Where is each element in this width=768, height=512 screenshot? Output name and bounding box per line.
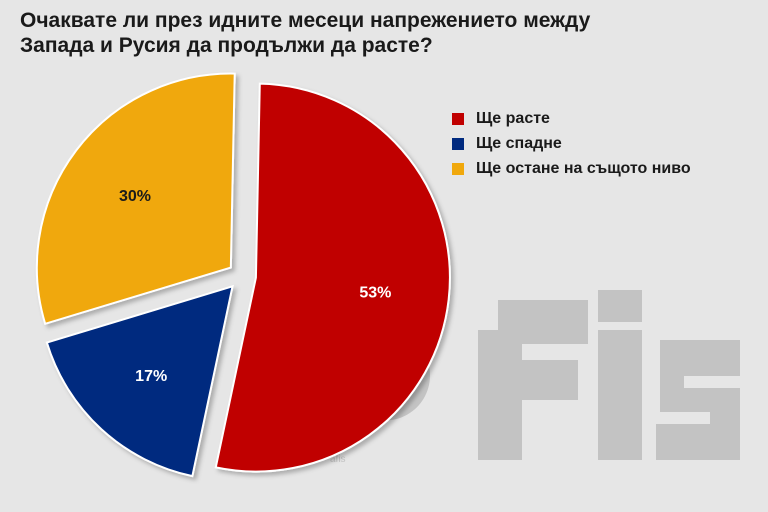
pie-slice-label-1: 53% [359,284,391,301]
legend-label-1: Ще расте [476,109,550,127]
watermark-text: afis [330,454,346,465]
legend-swatch-1 [452,112,464,125]
legend-swatch-3 [452,162,464,175]
legend-label-3: Ще остане на същото ниво [476,159,691,177]
pie-slice-1 [214,82,451,473]
pie-slice-label-2: 17% [135,368,167,385]
legend-item-3: Ще остане на същото ниво [452,156,691,181]
pie-slice-labels: 53% 17% 30% [119,188,391,385]
legend-item-1: Ще расте [452,106,691,131]
chart-title-line-1: Очаквате ли през идните месеци напрежени… [20,9,591,32]
pie-slice-3 [35,72,236,326]
pie-slice-label-3: 30% [119,188,151,205]
legend-item-2: Ще спадне [452,131,691,156]
pie-slice-2 [45,284,234,478]
legend-swatch-2 [452,137,464,150]
chart-title: Очаквате ли през идните месеци напрежени… [20,8,740,58]
chart-title-line-2: Запада и Русия да продължи да расте? [20,34,433,57]
pie-slices [35,72,451,478]
legend: Ще расте Ще спадне Ще остане на същото нив… [452,106,691,181]
legend-label-2: Ще спадне [476,134,562,152]
